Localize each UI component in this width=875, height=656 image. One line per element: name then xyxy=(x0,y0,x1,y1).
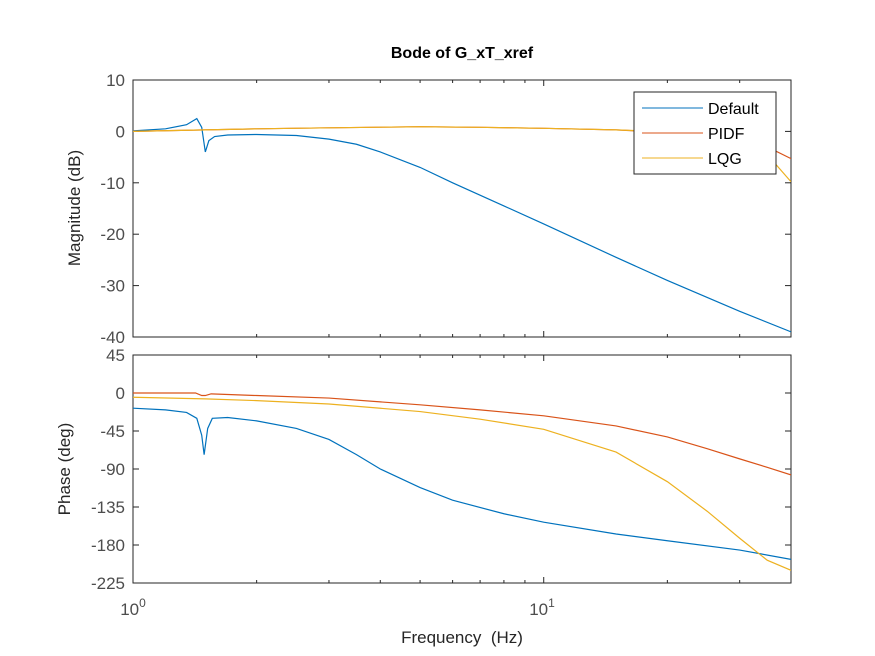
phase-series xyxy=(133,392,791,571)
x-tick-label-1: 100 xyxy=(120,596,146,619)
phase-series-default xyxy=(133,407,791,560)
legend: Default PIDF LQG xyxy=(633,91,777,175)
legend-label-pidf: PIDF xyxy=(708,126,745,143)
phase-series-pidf xyxy=(133,392,791,476)
phase-ytick-label: -135 xyxy=(91,498,125,517)
phase-ytick-label: 0 xyxy=(116,384,125,403)
legend-label-lqg: LQG xyxy=(708,151,742,168)
magnitude-ytick-label: -40 xyxy=(100,328,125,347)
x-tick-1-exp: 0 xyxy=(139,596,146,610)
phase-panel: 45 0 -45 -90 -135 -180 -225 Phase (deg) xyxy=(55,346,792,593)
phase-ytick-label: -225 xyxy=(91,574,125,593)
phase-ytick-label: 45 xyxy=(106,346,125,365)
magnitude-ytick-label: -10 xyxy=(100,174,125,193)
x-tick-10-exp: 1 xyxy=(548,596,555,610)
magnitude-series-default xyxy=(133,117,791,333)
magnitude-ytick-label: 0 xyxy=(116,122,125,141)
phase-ytick-label: -90 xyxy=(100,460,125,479)
x-tick-label-10: 101 xyxy=(529,596,555,619)
magnitude-ytick-labels: 10 0 -10 -20 -30 -40 xyxy=(100,71,125,347)
phase-ytick-label: -180 xyxy=(91,536,125,555)
magnitude-ylabel: Magnitude (dB) xyxy=(65,150,84,266)
x-tick-labels: 100 101 xyxy=(120,596,555,619)
magnitude-ticks xyxy=(132,79,792,338)
phase-ticks xyxy=(132,354,792,584)
phase-ytick-labels: 45 0 -45 -90 -135 -180 -225 xyxy=(91,346,125,593)
x-tick-1-base: 10 xyxy=(120,600,139,619)
phase-series-lqg xyxy=(133,396,791,571)
x-tick-10-base: 10 xyxy=(529,600,548,619)
magnitude-ytick-label: -30 xyxy=(100,277,125,296)
phase-plot-area xyxy=(132,354,792,584)
phase-ylabel: Phase (deg) xyxy=(55,423,74,516)
x-axis-label: Frequency (Hz) xyxy=(401,628,523,647)
magnitude-ytick-label: 10 xyxy=(106,71,125,90)
magnitude-ytick-label: -20 xyxy=(100,225,125,244)
legend-label-default: Default xyxy=(708,101,759,118)
chart-title: Bode of G_xT_xref xyxy=(391,45,534,62)
phase-ytick-label: -45 xyxy=(100,422,125,441)
